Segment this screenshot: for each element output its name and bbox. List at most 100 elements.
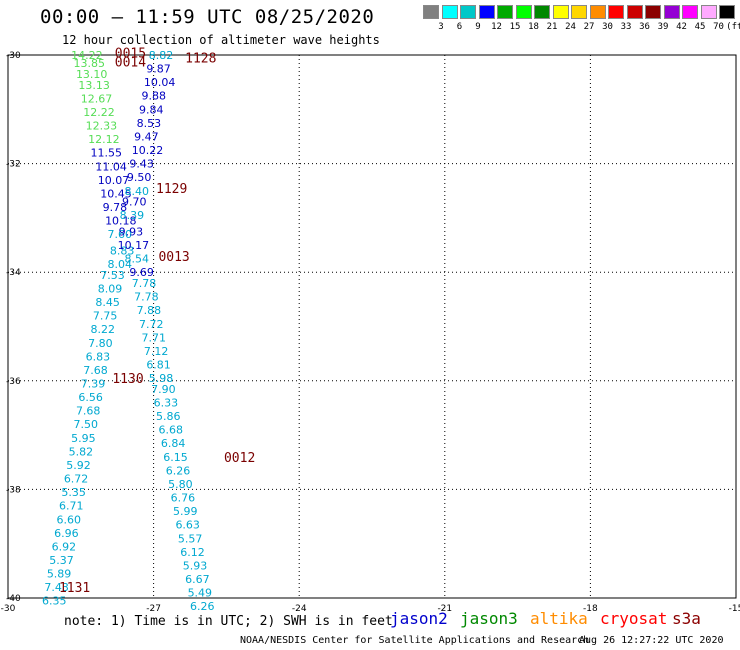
wave-height-value: 5.35 xyxy=(61,486,86,499)
x-tick-label: -30 xyxy=(1,604,16,614)
wave-height-value: 6.81 xyxy=(146,359,171,372)
wave-height-value: 5.93 xyxy=(183,559,208,572)
wave-height-value: 5.89 xyxy=(47,568,72,581)
wave-height-value: 6.15 xyxy=(163,451,188,464)
legend-swatch xyxy=(441,5,458,19)
wave-height-value: 5.80 xyxy=(168,478,193,491)
wave-height-value: 7.50 xyxy=(74,418,99,431)
legend-label: 45 xyxy=(694,22,706,32)
footnote: note: 1) Time is in UTC; 2) SWH is in fe… xyxy=(64,614,393,629)
legend-swatch xyxy=(497,5,513,19)
x-tick-label: -18 xyxy=(583,604,598,614)
legend-swatch xyxy=(460,5,476,19)
wave-height-value: 9.87 xyxy=(146,63,171,76)
plot-frame xyxy=(7,54,737,599)
wave-height-value: 5.86 xyxy=(156,410,181,423)
legend-swatch xyxy=(608,5,624,19)
legend-swatch xyxy=(534,5,550,19)
wave-height-value: 9.88 xyxy=(141,90,166,103)
y-tick-label: -30 xyxy=(6,51,21,61)
y-tick-label: -40 xyxy=(6,594,21,604)
wave-height-value: 12.22 xyxy=(83,106,115,119)
legend-label: 24 xyxy=(565,22,576,32)
legend-label: 18 xyxy=(528,22,539,32)
pass-time-label: 1131 xyxy=(59,581,90,596)
pass-time-label: 1128 xyxy=(185,52,216,67)
satellite-name: jason3 xyxy=(460,609,518,628)
legend-swatch xyxy=(626,5,643,19)
y-tick-label: -32 xyxy=(6,160,21,170)
legend-label: 33 xyxy=(620,22,632,32)
wave-height-value: 8.40 xyxy=(124,185,149,198)
wave-height-value: 11.04 xyxy=(95,160,127,173)
legend-label: 6 xyxy=(456,22,463,32)
wave-height-value: 7.78 xyxy=(132,277,157,290)
wave-height-value: 9.50 xyxy=(127,171,152,184)
x-tick-label: -15 xyxy=(729,604,740,614)
legend-swatch xyxy=(663,5,680,19)
wave-height-value: 9.47 xyxy=(134,130,159,143)
wave-height-value: 7.68 xyxy=(76,405,101,418)
wave-height-value: 7.12 xyxy=(144,345,169,358)
legend-swatch xyxy=(515,5,532,19)
wave-height-value: 8.82 xyxy=(149,49,174,62)
pass-time-label: 0013 xyxy=(158,250,189,265)
legend-label: (ft) xyxy=(726,22,740,32)
pass-time-label: 1129 xyxy=(156,182,187,197)
credit-line: NOAA/NESDIS Center for Satellite Applica… xyxy=(240,635,590,646)
page-title: 00:00 – 11:59 UTC 08/25/2020 xyxy=(40,6,375,28)
y-tick-label: -38 xyxy=(6,485,21,495)
wave-height-value: 6.67 xyxy=(185,573,210,586)
wave-height-value: 5.98 xyxy=(149,372,174,385)
wave-height-value: 5.92 xyxy=(66,459,91,472)
wave-height-value: 12.33 xyxy=(86,120,118,133)
wave-height-value: 6.76 xyxy=(171,492,196,505)
wave-height-value: 9.70 xyxy=(122,196,147,209)
wave-height-value: 6.72 xyxy=(64,473,89,486)
y-tick-label: -34 xyxy=(6,268,21,278)
wave-height-value: 8.45 xyxy=(95,296,120,309)
wave-height-value: 8.39 xyxy=(120,209,145,222)
pass-time-label: 0015 xyxy=(115,46,146,61)
wave-height-value: 13.85 xyxy=(74,57,106,70)
wave-height-value: 6.92 xyxy=(52,540,77,553)
legend-swatch xyxy=(682,5,698,19)
wave-height-value: 8.09 xyxy=(98,282,123,295)
wave-height-value: 9.78 xyxy=(103,201,128,214)
legend-swatch xyxy=(700,5,717,19)
x-tick-label: -21 xyxy=(437,604,452,614)
wave-height-value: 9.93 xyxy=(119,225,144,238)
wave-height-value: 6.63 xyxy=(175,519,200,532)
wave-height-value: 14.22 xyxy=(71,49,103,62)
wave-height-value: 6.33 xyxy=(154,397,179,410)
legend-label: 42 xyxy=(676,22,687,32)
y-tick-label: -36 xyxy=(6,377,21,387)
legend-swatch xyxy=(478,5,495,19)
wave-height-value: 10.22 xyxy=(132,144,164,157)
wave-height-value: 6.68 xyxy=(158,424,183,437)
wave-height-value: 5.49 xyxy=(188,587,213,600)
wave-height-value: 8.53 xyxy=(137,117,162,130)
wave-height-value: 7.68 xyxy=(83,364,108,377)
wave-height-value: 7.88 xyxy=(137,304,162,317)
wave-height-value: 8.83 xyxy=(110,244,135,257)
legend-swatch xyxy=(645,5,661,19)
wave-height-value: 6.60 xyxy=(57,513,82,526)
legend-label: 21 xyxy=(546,22,558,32)
wave-height-value: 7.72 xyxy=(139,318,164,331)
wave-height-value: 7.43 xyxy=(44,581,69,594)
wave-height-value: 10.45 xyxy=(100,187,132,200)
wave-height-value: 6.26 xyxy=(190,600,215,613)
wave-height-value: 13.13 xyxy=(78,79,110,92)
legend-swatch xyxy=(571,5,587,19)
wave-height-value: 10.04 xyxy=(144,76,176,89)
wave-height-value: 9.69 xyxy=(129,266,154,279)
legend-label: 9 xyxy=(475,22,481,32)
wave-height-value: 7.90 xyxy=(151,383,176,396)
wave-height-value: 12.67 xyxy=(81,92,113,105)
wave-height-value: 7.53 xyxy=(100,269,125,282)
wave-height-value: 7.60 xyxy=(107,228,132,241)
wave-height-value: 6.96 xyxy=(54,527,79,540)
wave-height-value: 7.80 xyxy=(88,337,113,350)
